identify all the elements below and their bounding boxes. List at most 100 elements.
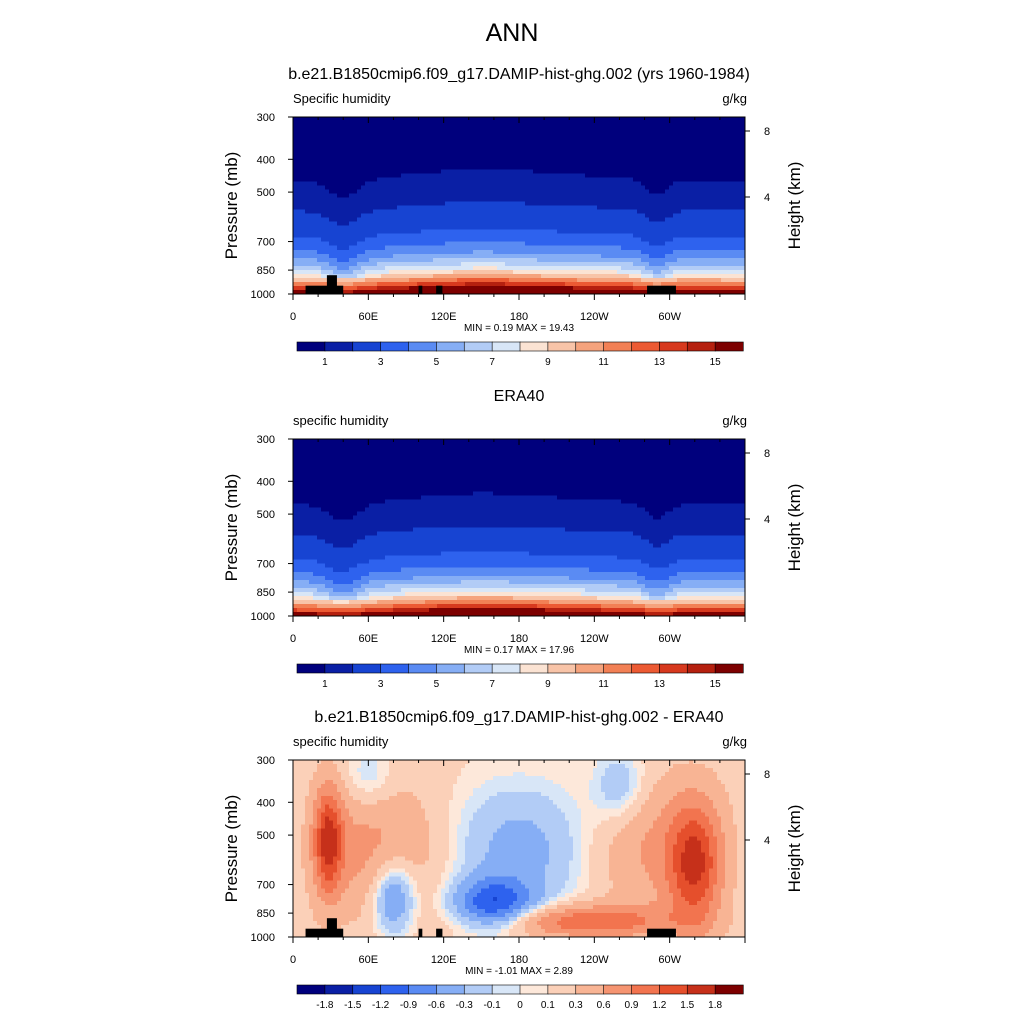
contour-cell xyxy=(417,257,422,263)
contour-cell xyxy=(509,241,514,247)
contour-cell xyxy=(701,137,706,142)
contour-cell xyxy=(645,125,650,130)
contour-cell xyxy=(585,221,590,227)
contour-cell xyxy=(393,249,398,255)
contour-cell xyxy=(653,153,658,158)
contour-cell xyxy=(437,205,442,211)
contour-cell xyxy=(537,261,542,267)
contour-cell xyxy=(629,229,634,235)
contour-cell xyxy=(313,153,318,158)
contour-cell xyxy=(457,137,462,142)
contour-cell xyxy=(521,125,526,130)
contour-cell xyxy=(381,145,386,150)
contour-cell xyxy=(421,261,426,267)
contour-cell xyxy=(465,257,470,263)
contour-cell xyxy=(441,233,446,239)
contour-cell xyxy=(705,181,710,186)
contour-cell xyxy=(433,137,438,142)
contour-cell xyxy=(353,145,358,150)
contour-cell xyxy=(509,145,514,150)
contour-cell xyxy=(481,117,486,122)
contour-cell xyxy=(601,193,606,199)
contour-cell xyxy=(293,205,298,211)
contour-cell xyxy=(617,149,622,154)
contour-cell xyxy=(477,257,482,263)
contour-cell xyxy=(545,149,550,154)
contour-cell xyxy=(601,117,606,122)
contour-cell xyxy=(601,265,606,271)
contour-cell xyxy=(653,185,658,191)
contour-cell xyxy=(709,117,714,122)
contour-cell xyxy=(669,237,674,243)
contour-cell xyxy=(305,233,310,239)
contour-cell xyxy=(617,281,622,287)
topography-mask xyxy=(305,285,344,294)
contour-cell xyxy=(637,177,642,182)
contour-cell xyxy=(485,145,490,150)
contour-cell xyxy=(373,209,378,215)
contour-cell xyxy=(349,209,354,215)
contour-cell xyxy=(533,133,538,138)
contour-cell xyxy=(513,213,518,219)
contour-cell xyxy=(605,249,610,255)
contour-cell xyxy=(453,145,458,150)
contour-cell xyxy=(729,237,734,243)
contour-cell xyxy=(593,241,598,247)
contour-cell xyxy=(337,193,342,199)
contour-cell xyxy=(661,177,666,182)
contour-cell xyxy=(397,193,402,199)
contour-cell xyxy=(297,189,302,195)
contour-cell xyxy=(353,137,358,142)
contour-cell xyxy=(717,185,722,191)
contour-cell xyxy=(701,245,706,251)
contour-cell xyxy=(313,193,318,199)
contour-cell xyxy=(313,121,318,126)
contour-cell xyxy=(489,161,494,166)
contour-cell xyxy=(513,117,518,122)
contour-cell xyxy=(457,201,462,207)
contour-cell xyxy=(453,161,458,166)
contour-cell xyxy=(337,121,342,126)
contour-cell xyxy=(389,233,394,239)
contour-cell xyxy=(337,209,342,215)
contour-cell xyxy=(553,241,558,247)
contour-cell xyxy=(553,277,558,283)
contour-cell xyxy=(437,221,442,227)
contour-cell xyxy=(453,169,458,174)
contour-cell xyxy=(321,189,326,195)
contour-cell xyxy=(641,249,646,255)
contour-cell xyxy=(605,137,610,142)
contour-cell xyxy=(381,153,386,158)
contour-cell xyxy=(457,133,462,138)
contour-cell xyxy=(377,121,382,126)
contour-cell xyxy=(537,241,542,247)
contour-cell xyxy=(529,217,534,223)
contour-cell xyxy=(685,165,690,170)
contour-cell xyxy=(461,285,466,291)
contour-cell xyxy=(597,241,602,247)
contour-cell xyxy=(677,237,682,243)
contour-cell xyxy=(381,137,386,142)
contour-cell xyxy=(733,249,738,255)
contour-cell xyxy=(449,265,454,271)
contour-cell xyxy=(733,165,738,170)
contour-cell xyxy=(293,277,298,283)
contour-cell xyxy=(581,125,586,130)
contour-cell xyxy=(601,261,606,267)
contour-cell xyxy=(697,269,702,275)
contour-cell xyxy=(461,229,466,235)
contour-cell xyxy=(741,257,746,263)
contour-cell xyxy=(641,181,646,186)
contour-cell xyxy=(721,129,726,134)
contour-cell xyxy=(645,201,650,207)
contour-cell xyxy=(377,237,382,243)
contour-cell xyxy=(441,261,446,267)
contour-cell xyxy=(649,149,654,154)
contour-cell xyxy=(465,149,470,154)
contour-cell xyxy=(501,173,506,178)
contour-cell xyxy=(469,205,474,211)
contour-cell xyxy=(389,181,394,186)
contour-cell xyxy=(709,265,714,271)
contour-cell xyxy=(565,209,570,215)
contour-cell xyxy=(477,201,482,207)
